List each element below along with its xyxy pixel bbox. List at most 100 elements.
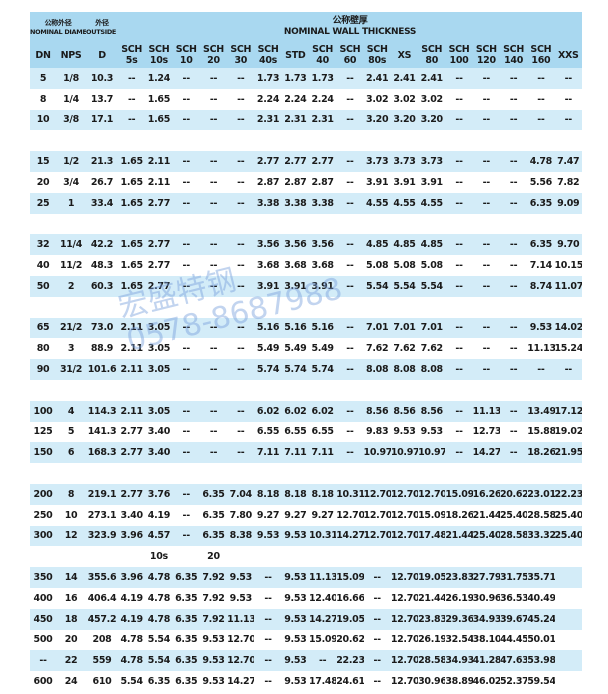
cell: 1/4 [63,93,79,105]
cell: -- [346,176,354,188]
cell [555,671,583,692]
cell: 5.16 [256,322,280,334]
cell: 5.49 [284,343,307,355]
cell [118,297,145,318]
cell [364,463,391,484]
cell: 350 [33,572,53,584]
cell [118,546,145,567]
cell: -- [346,280,354,292]
separator-row [30,130,582,151]
column-header: SCH 20 [199,42,228,68]
cell: 23.83 [418,613,446,625]
cell [227,546,254,567]
cell [391,297,418,318]
cell: 3.68 [284,260,307,272]
cell: -- [346,322,354,334]
column-header: SCH 10 [172,42,200,68]
cell: 12.70 [418,488,446,500]
column-row: DN NPS D SCH 5s SCH 10s SCH 10 SCH 20 SCH 30 SCH… [30,42,582,68]
cell [254,463,281,484]
cell [473,463,500,484]
cell: 7.82 [557,176,580,188]
cell: -- [509,447,518,459]
cell: 4.55 [393,197,416,209]
cell [86,546,118,567]
cell: 12.70 [390,655,419,667]
cell: 5.08 [393,260,416,272]
cell: 9.53 [229,572,253,584]
cell: 9.53 [202,676,225,687]
cell: 10.31 [336,488,364,500]
cell: 5.54 [420,280,444,292]
cell: 11.13 [227,613,255,625]
cell: 1.65 [120,280,144,292]
cell: -- [455,93,463,105]
cell: -- [564,114,573,126]
cell: 14.27 [308,613,337,625]
cell: 150 [33,447,53,459]
cell: -- [482,176,491,188]
cell: 24 [64,676,78,687]
cell: 3/4 [63,176,79,188]
cell: 610 [92,676,112,687]
table-row: -- 22 559 4.78 5.54 6.35 9.53 12.70 -- 9.53 -- 22.2… [30,650,582,672]
cell: 2.77 [147,197,171,209]
cell: 3.91 [420,176,444,188]
cell: 2.31 [256,114,280,126]
cell: 300 [33,530,53,542]
cell: 4.55 [366,197,389,209]
cell [118,463,145,484]
column-header: SCH 160 [527,42,555,68]
cell: 600 [33,676,53,687]
column-header: SCH 10s [145,42,173,68]
cell: 60.3 [90,280,114,292]
cell: -- [237,260,245,272]
cell: 10 [64,509,78,521]
cell: -- [264,655,272,667]
cell [418,546,445,567]
cell: 2.87 [256,176,280,188]
cell: 6.35 [529,239,553,251]
cell: -- [182,72,191,84]
cell [200,297,227,318]
cell: 168.3 [87,447,117,459]
cell: -- [537,93,545,105]
cell: -- [237,364,245,376]
cell: 26.19 [445,592,473,604]
cell [500,463,527,484]
cell: 12 [64,530,78,542]
cell: 7.11 [256,447,280,459]
cell [473,546,500,567]
cell: -- [346,197,354,209]
cell [336,214,363,235]
cell [364,546,391,567]
cell: 6.35 [175,655,198,667]
cell: -- [509,322,518,334]
cell [391,546,418,567]
cell [527,297,554,318]
cell: 41.28 [472,655,500,667]
cell: 4.57 [147,530,171,542]
cell: 12.70 [390,530,419,542]
cell: 400 [33,592,53,604]
cell: -- [237,156,245,168]
cell: 9.83 [366,426,389,438]
cell: 5.16 [284,322,307,334]
cell: 2.87 [284,176,307,188]
cell: 8.08 [420,364,444,376]
column-header: SCH 120 [472,42,500,68]
cell: 7.11 [284,447,307,459]
cell: 114.3 [87,405,117,417]
cell: -- [209,114,218,126]
cell: 3.05 [147,364,171,376]
cell: 65 [36,322,50,334]
cell: 3.02 [420,93,444,105]
cell: 6.02 [256,405,280,417]
table-row: 350 14 355.6 3.96 4.78 6.35 7.92 9.53 -- 9.53 11.1… [30,567,582,588]
cell: 5 [39,72,47,84]
cell: 4.19 [147,509,171,521]
cell [86,130,118,151]
cell: -- [237,197,245,209]
cell: 2.77 [311,156,334,168]
cell [391,463,418,484]
